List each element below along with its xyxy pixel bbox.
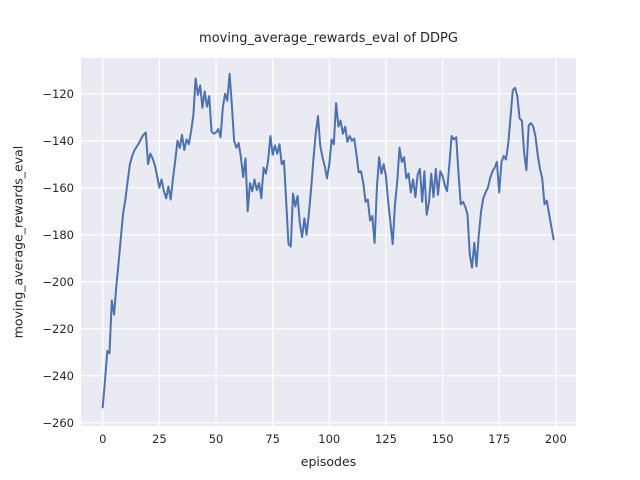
- x-tick-label-6: 150: [431, 432, 454, 446]
- y-tick-label-6: −240: [42, 368, 74, 383]
- y-tick-label-1: −140: [42, 133, 74, 148]
- y-tick-label-3: −180: [42, 227, 74, 242]
- y-tick-label-2: −160: [42, 180, 74, 195]
- x-tick-label-8: 200: [544, 432, 567, 446]
- x-axis-label: episodes: [300, 454, 357, 469]
- x-tick-label-4: 100: [318, 432, 341, 446]
- chart-title: moving_average_rewards_eval of DDPG: [199, 31, 458, 46]
- x-tick-label-3: 75: [265, 432, 280, 446]
- plot-background: [81, 58, 576, 426]
- x-tick-label-2: 50: [208, 432, 224, 446]
- x-tick-label-7: 175: [488, 432, 511, 446]
- y-tick-label-5: −220: [42, 321, 74, 336]
- y-tick-label-0: −120: [42, 86, 74, 101]
- x-tick-label-0: 0: [99, 432, 107, 446]
- y-tick-label-7: −260: [42, 415, 74, 430]
- y-tick-label-4: −200: [42, 274, 74, 289]
- x-tick-label-5: 125: [374, 432, 397, 446]
- x-tick-label-1: 25: [152, 432, 167, 446]
- y-axis-label: moving_average_rewards_eval: [10, 145, 26, 339]
- series-line-moving_average_rewards_eval: [101, 72, 555, 409]
